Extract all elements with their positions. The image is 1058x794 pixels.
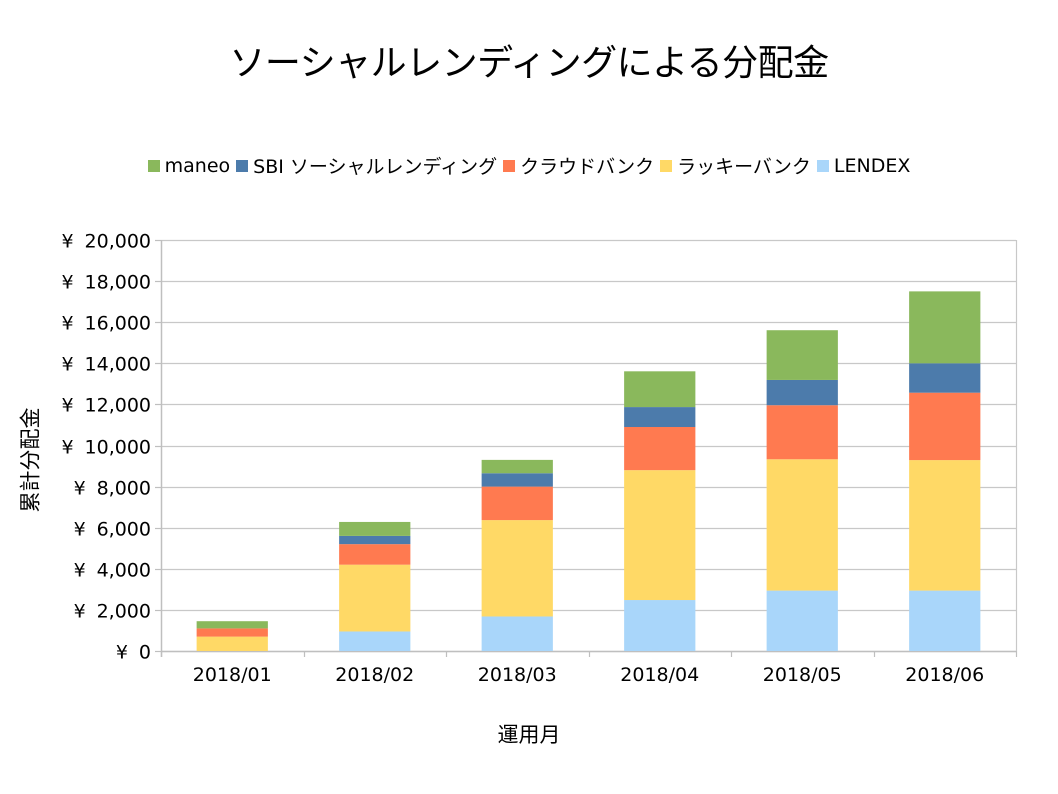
bar-segment [624,427,696,471]
legend-swatch [236,159,249,172]
bar-segment [481,473,553,487]
bar-segment [339,544,411,565]
legend-label: ラッキーバンク [677,156,811,178]
y-tick-currency: ¥ [62,231,74,253]
chart-title: ソーシャルレンディングによる分配金 [229,43,829,84]
y-tick-currency: ¥ [74,478,86,500]
legend-item: クラウドバンク [503,152,654,179]
bar-segment [766,330,838,380]
bar-segment [909,363,981,393]
bar-segment [766,379,838,406]
bar-segment [339,631,411,651]
y-tick-label: 4,000 [97,560,151,582]
y-tick-currency: ¥ [62,437,74,459]
bar-segment [481,486,553,521]
bar-segment [766,590,838,651]
legend-label: クラウドバンク [520,156,655,178]
bar-segment [624,407,696,428]
bar-segment [196,621,268,629]
x-tick-label: 2018/06 [905,664,984,686]
x-tick-label: 2018/05 [763,664,842,686]
legend-item: ラッキーバンク [660,152,811,179]
bar-segment [624,600,696,651]
y-tick-currency: ¥ [74,601,86,623]
legend-label: LENDEX [833,154,911,177]
x-tick-label: 2018/04 [620,664,699,686]
bar-segment [481,459,553,474]
legend-swatch [503,159,516,172]
bar-segment [766,459,838,591]
legend-item: maneo [147,154,231,177]
y-tick-label: 6,000 [97,519,151,541]
x-axis-title: 運用月 [497,723,561,747]
y-tick-currency: ¥ [62,272,74,294]
legend-swatch [660,159,673,172]
legend-label: maneo [164,154,231,177]
bar-segment [909,460,981,591]
x-tick-label: 2018/03 [478,664,557,686]
y-tick-currency: ¥ [116,642,128,664]
y-tick-currency: ¥ [74,519,86,541]
legend-swatch [147,159,160,172]
y-tick-label: 10,000 [85,437,151,459]
x-tick-label: 2018/01 [193,664,272,686]
y-tick-currency: ¥ [62,395,74,417]
legend: maneo SBI ソーシャルレンディング クラウドバンク ラッキーバンク LENDEX [0,152,1058,179]
y-tick-currency: ¥ [62,354,74,376]
bar-segment [909,590,981,651]
legend-item: SBI ソーシャルレンディング [236,152,497,179]
y-tick-label: 2,000 [97,601,151,623]
bar-segment [624,470,696,601]
bar-segment [481,520,553,617]
y-tick-label: 0 [139,642,151,664]
legend-swatch [816,159,829,172]
y-tick-currency: ¥ [74,560,86,582]
bar-segment [339,521,411,536]
y-tick-label: 18,000 [85,272,151,294]
y-tick-currency: ¥ [62,313,74,335]
bar-segment [909,392,981,461]
bar-segment [196,628,268,637]
bar-segment [909,291,981,364]
legend-label: SBI ソーシャルレンディング [253,156,498,178]
bar-segment [624,371,696,408]
bar-segment [196,636,268,651]
bar-segment [766,405,838,460]
x-tick-label: 2018/02 [335,664,414,686]
y-tick-label: 8,000 [97,478,151,500]
bar-segment [339,564,411,632]
y-tick-label: 16,000 [85,313,151,335]
bar-segment [339,535,411,545]
y-tick-label: 20,000 [85,231,151,253]
legend-item: LENDEX [816,154,911,177]
y-tick-label: 14,000 [85,354,151,376]
y-tick-label: 12,000 [85,395,151,417]
bar-segment [481,616,553,651]
